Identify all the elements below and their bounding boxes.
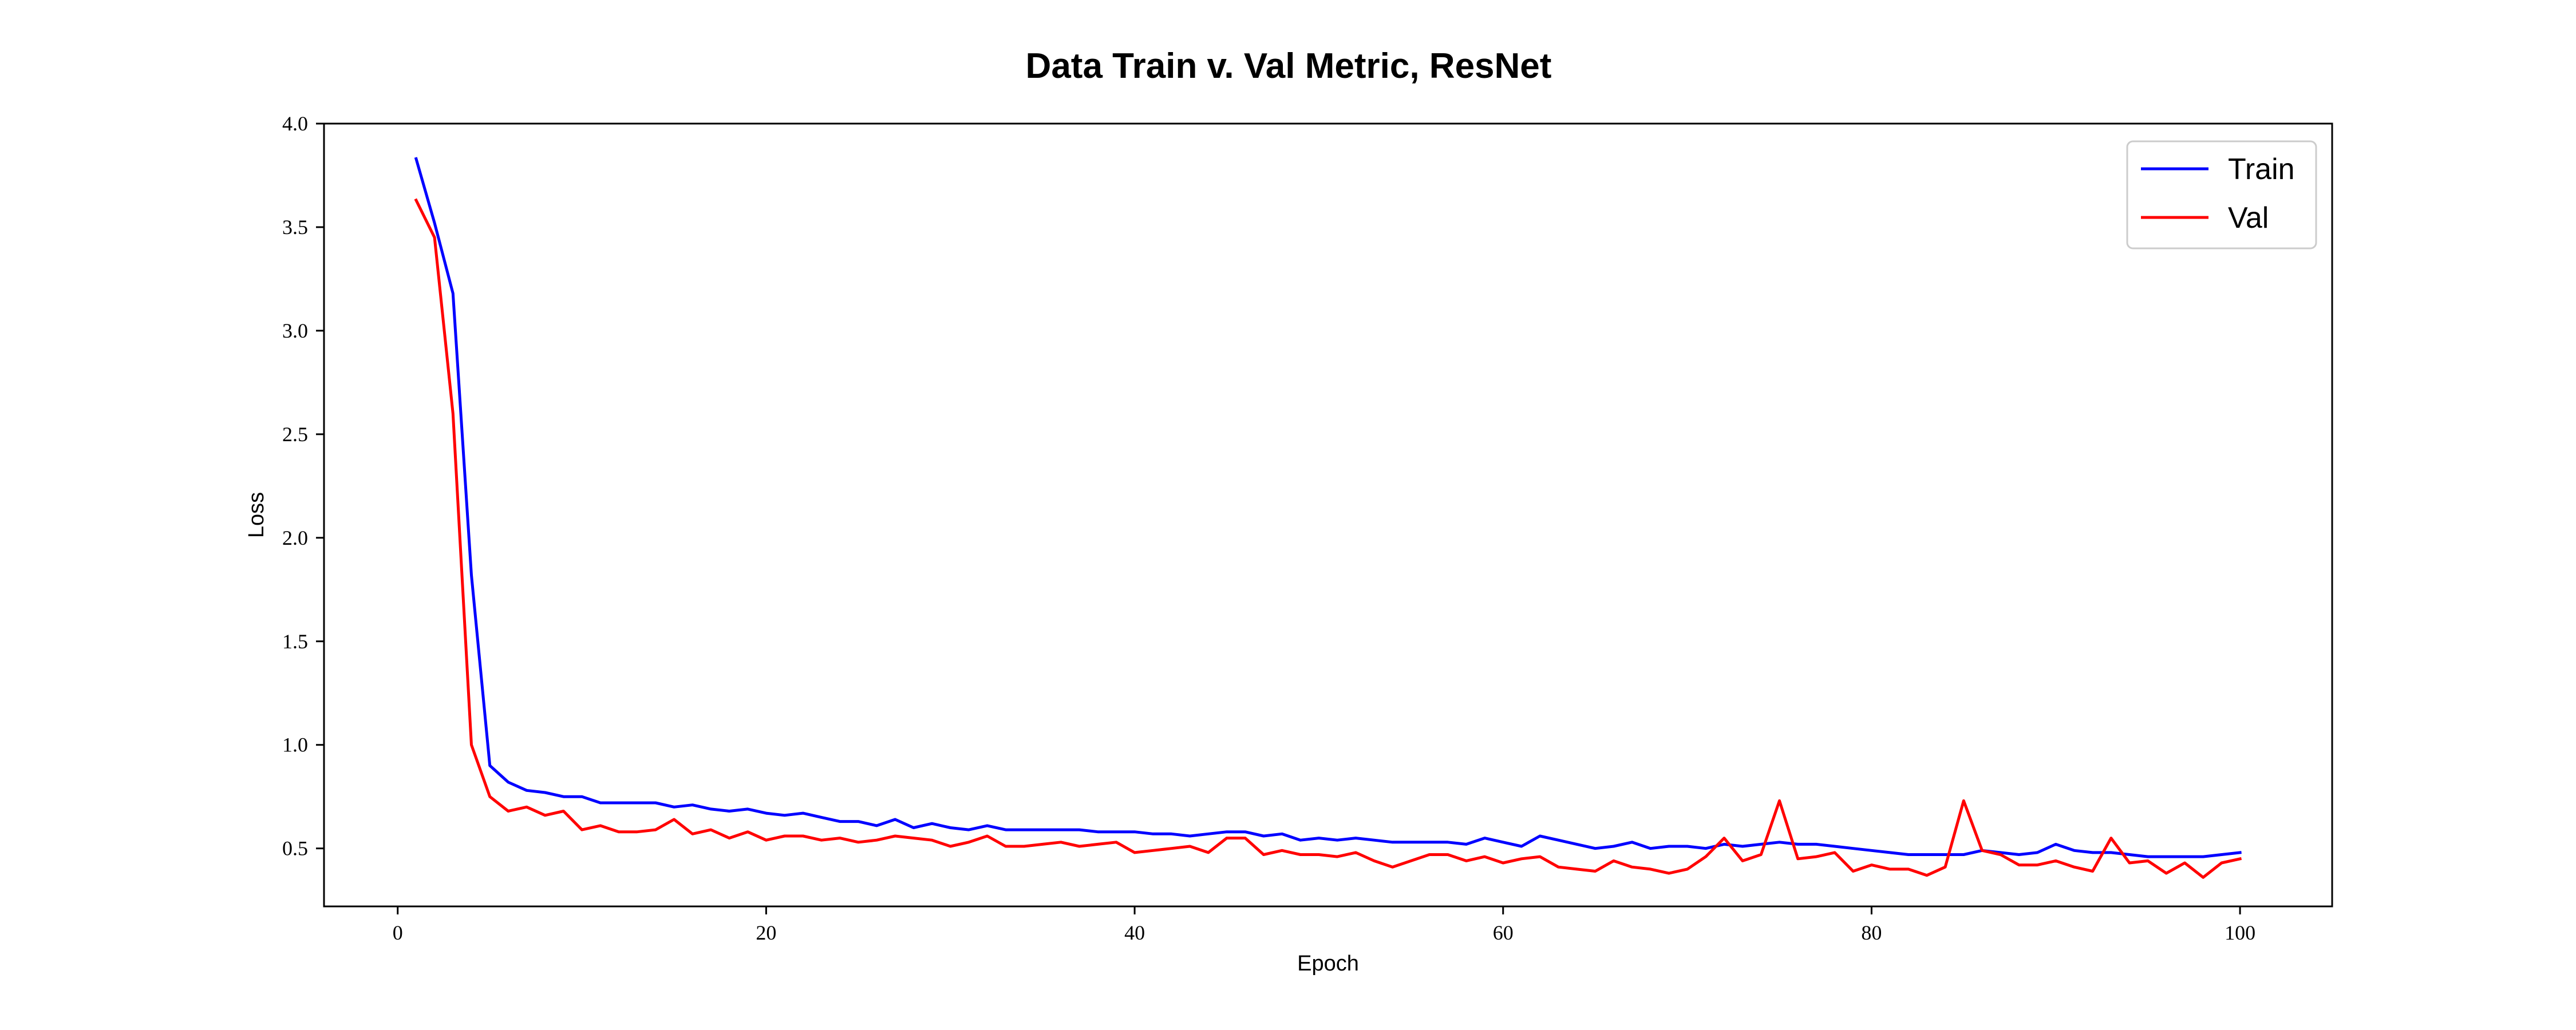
y-tick-label: 1.0	[282, 734, 308, 756]
x-tick-label: 60	[1493, 921, 1514, 944]
legend: Train Val	[2126, 140, 2317, 249]
x-axis: 0 20 40 60 80 100	[393, 906, 2255, 944]
y-axis-label: Loss	[244, 492, 268, 538]
y-tick-label: 1.5	[282, 630, 308, 653]
y-tick-label: 2.5	[282, 423, 308, 446]
x-axis-label: Epoch	[1297, 952, 1359, 976]
x-tick-label: 100	[2225, 921, 2255, 944]
y-tick-label: 3.5	[282, 216, 308, 239]
y-tick-label: 0.5	[282, 837, 308, 860]
chart-title: Data Train v. Val Metric, ResNet	[1026, 46, 1552, 86]
plot-frame	[323, 122, 2333, 908]
series-line-val	[414, 198, 2242, 879]
x-tick-label: 0	[393, 921, 403, 944]
series-line-train	[414, 157, 2242, 858]
series-layer	[414, 157, 2242, 879]
legend-val-label: Val	[2228, 201, 2269, 235]
y-tick-label: 3.0	[282, 319, 308, 342]
y-tick-label: 2.0	[282, 526, 308, 549]
x-tick-label: 80	[1861, 921, 1882, 944]
x-tick-label: 40	[1124, 921, 1145, 944]
legend-train-label: Train	[2228, 153, 2295, 186]
y-tick-label: 4.0	[282, 112, 308, 135]
x-tick-label: 20	[756, 921, 776, 944]
y-axis: 0.5 1.0 1.5 2.0 2.5 3.0 3.5 4.0	[282, 112, 324, 860]
